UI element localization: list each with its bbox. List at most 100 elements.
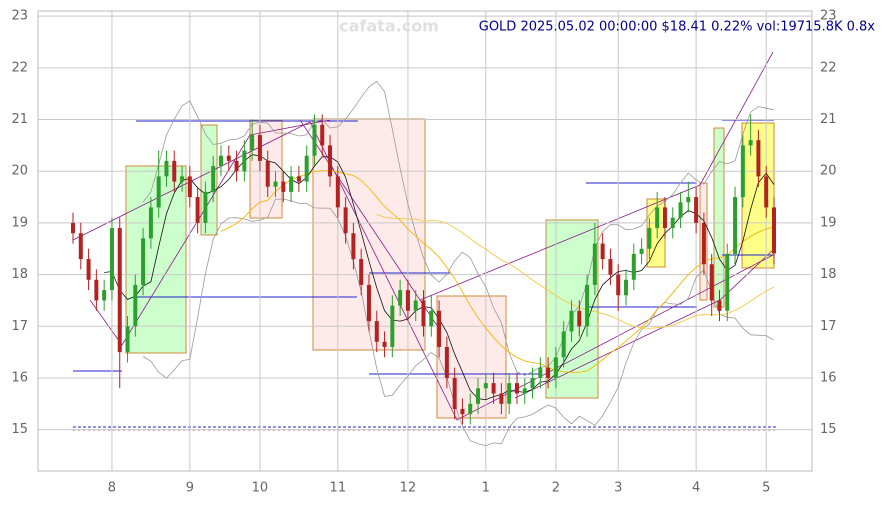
candle-body bbox=[717, 300, 722, 311]
candle-body bbox=[429, 310, 434, 327]
x-tick-label: 1 bbox=[482, 481, 490, 496]
candle-body bbox=[71, 222, 75, 234]
trend-line bbox=[89, 119, 331, 346]
y-tick-label-right: 21 bbox=[820, 112, 837, 127]
candle-body bbox=[437, 310, 442, 347]
candle-body bbox=[125, 326, 130, 353]
candle-body bbox=[600, 243, 605, 260]
candle-body bbox=[234, 160, 239, 172]
candle-body bbox=[662, 207, 667, 229]
candle-body bbox=[413, 300, 418, 311]
y-tick-label: 17 bbox=[11, 319, 28, 334]
candle-body bbox=[250, 135, 255, 151]
candle-body bbox=[109, 228, 114, 291]
candle-body bbox=[553, 357, 558, 378]
y-tick-label-right: 23 bbox=[820, 9, 837, 24]
candle-body bbox=[701, 222, 706, 265]
candle-body bbox=[390, 305, 395, 347]
y-tick-label-right: 20 bbox=[820, 164, 837, 179]
candle-body bbox=[226, 155, 231, 161]
plot bbox=[71, 80, 776, 447]
y-tick-label: 15 bbox=[11, 422, 28, 437]
candle-body bbox=[740, 145, 745, 198]
candle-body bbox=[304, 155, 309, 182]
candle-body bbox=[187, 176, 192, 198]
x-tick-label: 4 bbox=[692, 481, 700, 496]
candle-body bbox=[78, 233, 83, 260]
candle-body bbox=[86, 259, 91, 280]
chart-title: GOLD 2025.05.02 00:00:00 $18.41 0.22% vo… bbox=[479, 20, 876, 35]
candle-body bbox=[382, 341, 387, 347]
candle-body bbox=[538, 367, 543, 378]
trend-line bbox=[419, 51, 774, 301]
candle-body bbox=[164, 160, 169, 177]
candle-body bbox=[296, 176, 301, 182]
candle-body bbox=[328, 145, 333, 177]
candle-body bbox=[522, 388, 527, 394]
moving-average-long bbox=[376, 213, 775, 329]
x-tick-label: 12 bbox=[400, 481, 417, 496]
candle-body bbox=[335, 176, 340, 208]
candle-body bbox=[312, 124, 317, 156]
candle-body bbox=[366, 284, 371, 322]
candle-body bbox=[405, 290, 410, 311]
candle-body bbox=[655, 207, 660, 229]
candle-body bbox=[281, 181, 286, 192]
candle-body bbox=[764, 176, 769, 208]
x-tick-label: 9 bbox=[186, 481, 194, 496]
candle-body bbox=[156, 176, 161, 208]
candle-body bbox=[218, 155, 223, 167]
candle-body bbox=[725, 253, 730, 311]
candle-body bbox=[180, 176, 185, 182]
candle-body bbox=[452, 377, 457, 409]
candle-body bbox=[639, 248, 644, 254]
candle-body bbox=[320, 124, 325, 146]
bollinger-lower bbox=[142, 198, 775, 447]
plot-frame bbox=[37, 10, 813, 472]
y-tick-label: 21 bbox=[11, 112, 28, 127]
y-tick-label: 16 bbox=[11, 370, 28, 385]
candle-body bbox=[203, 191, 208, 223]
candle-body bbox=[374, 321, 379, 342]
x-tick-label: 11 bbox=[330, 481, 347, 496]
candle-body bbox=[211, 166, 216, 192]
candle-body bbox=[756, 140, 761, 177]
candle-body bbox=[172, 160, 177, 182]
candle-body bbox=[561, 331, 566, 358]
candle-body bbox=[546, 367, 551, 378]
candle-body bbox=[289, 176, 294, 192]
candle-body bbox=[514, 383, 519, 394]
watermark: cafata.com bbox=[339, 17, 439, 36]
candle-body bbox=[343, 207, 348, 234]
candle-body bbox=[94, 279, 99, 301]
candle-body bbox=[460, 408, 465, 415]
candle-body bbox=[585, 284, 590, 327]
candle-body bbox=[499, 393, 504, 404]
candle-body bbox=[483, 383, 488, 389]
candle-body bbox=[530, 377, 535, 389]
candle-body bbox=[772, 207, 776, 254]
y-tick-label-right: 18 bbox=[820, 267, 837, 282]
candle-body bbox=[265, 160, 270, 187]
candle-body bbox=[148, 207, 153, 239]
candle-body bbox=[577, 310, 582, 327]
candle-body bbox=[273, 181, 278, 187]
y-tick-label: 19 bbox=[11, 215, 28, 230]
y-tick-label: 23 bbox=[11, 9, 28, 24]
zone bbox=[545, 219, 599, 399]
y-tick-label: 18 bbox=[11, 267, 28, 282]
x-tick-label: 2 bbox=[552, 481, 560, 496]
candle-body bbox=[421, 300, 426, 327]
candle-body bbox=[616, 274, 621, 296]
y-tick-label-right: 16 bbox=[820, 370, 837, 385]
y-tick-label: 22 bbox=[11, 60, 28, 75]
x-tick-label: 5 bbox=[762, 481, 770, 496]
candle-body bbox=[733, 197, 738, 254]
candle-body bbox=[242, 150, 247, 172]
x-tick-label: 8 bbox=[108, 481, 116, 496]
candle-body bbox=[647, 228, 652, 249]
candle-body bbox=[686, 197, 691, 203]
y-tick-label: 20 bbox=[11, 164, 28, 179]
